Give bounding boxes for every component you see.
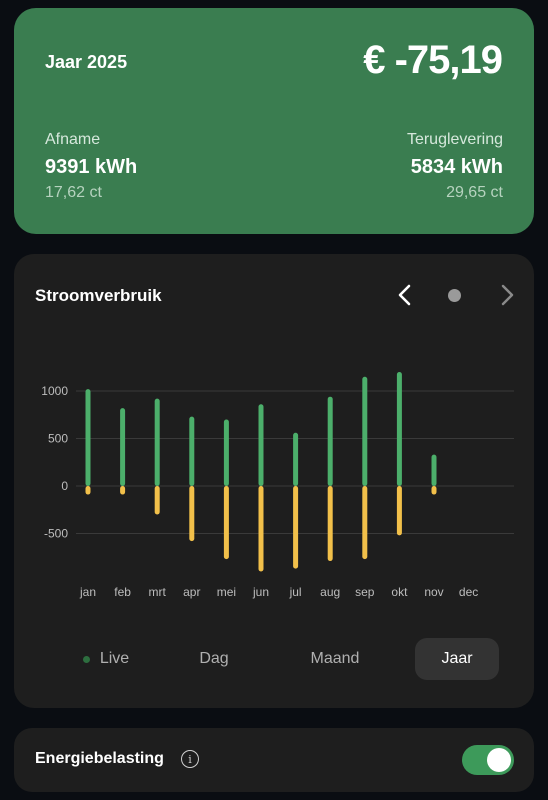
x-tick-label: feb: [114, 585, 131, 599]
y-tick-label: -500: [44, 527, 68, 541]
live-dot-icon: [82, 655, 90, 663]
x-tick-label: jan: [79, 585, 96, 599]
bar-afname-apr: [189, 416, 195, 486]
bar-teruglevering-jul: [293, 486, 299, 569]
bar-teruglevering-feb: [120, 486, 126, 495]
bar-teruglevering-jun: [258, 486, 264, 572]
info-icon[interactable]: i: [181, 750, 199, 768]
y-tick-label: 1000: [41, 384, 68, 398]
x-tick-label: nov: [424, 585, 443, 599]
energy-tax-label: Energiebelasting: [35, 750, 164, 767]
bar-teruglevering-nov: [431, 486, 437, 495]
afname-label: Afname: [45, 131, 101, 148]
bar-afname-jun: [258, 404, 264, 486]
teruglevering-price: 29,65 ct: [446, 184, 503, 201]
tab-dag[interactable]: Dag: [172, 638, 256, 680]
x-tick-label: dec: [459, 585, 478, 599]
tab-jaar-label: Jaar: [441, 650, 473, 667]
bar-chart: 1000 500 0 -500 jan feb mrt apr mei jun jul aug sep o…: [41, 372, 514, 599]
total-amount: € -75,19: [363, 38, 503, 82]
tab-live[interactable]: Live: [64, 638, 148, 680]
tab-maand-label: Maand: [310, 650, 360, 667]
x-tick-label: mrt: [149, 585, 167, 599]
x-tick-label: jun: [252, 585, 269, 599]
y-tick-label: 500: [48, 432, 68, 446]
bar-afname-feb: [120, 408, 126, 486]
teruglevering-label: Teruglevering: [406, 131, 503, 148]
bar-afname-jul: [293, 432, 299, 486]
teruglevering-value: 5834 kWh: [410, 156, 503, 178]
energy-tax-row: Energiebelasting i: [14, 728, 534, 792]
bar-teruglevering-mei: [223, 486, 229, 560]
afname-price: 17,62 ct: [45, 184, 102, 201]
bar-afname-nov: [431, 454, 437, 486]
toggle-knob: [487, 748, 511, 772]
tab-maand[interactable]: Maand: [293, 638, 377, 680]
tab-dag-label: Dag: [199, 650, 229, 667]
bar-teruglevering-okt: [396, 486, 402, 536]
afname-value: 9391 kWh: [45, 156, 138, 178]
x-tick-label: apr: [183, 585, 200, 599]
y-tick-label: 0: [61, 479, 68, 493]
bar-afname-jan: [85, 389, 91, 486]
bar-afname-aug: [327, 396, 333, 486]
energy-tax-toggle[interactable]: [462, 745, 514, 775]
bar-afname-sep: [362, 376, 368, 486]
tab-jaar[interactable]: Jaar: [415, 638, 499, 680]
bar-teruglevering-aug: [327, 486, 333, 562]
chart-title: Stroomverbruik: [35, 286, 162, 305]
bar-teruglevering-mrt: [154, 486, 160, 515]
chevron-right-icon[interactable]: [496, 282, 518, 308]
x-tick-label: sep: [355, 585, 375, 599]
bar-teruglevering-jan: [85, 486, 91, 495]
x-tick-label: mei: [217, 585, 236, 599]
year-summary-card: Jaar 2025 € -75,19 Afname 9391 kWh 17,62…: [14, 8, 534, 234]
bar-teruglevering-sep: [362, 486, 368, 560]
x-tick-label: okt: [391, 585, 408, 599]
chevron-left-icon[interactable]: [394, 282, 416, 308]
bar-teruglevering-apr: [189, 486, 195, 542]
year-title: Jaar 2025: [45, 52, 128, 72]
page-indicator-dot: [448, 289, 461, 302]
x-tick-label: aug: [320, 585, 340, 599]
bar-afname-mrt: [154, 398, 160, 486]
bar-afname-mei: [223, 419, 229, 486]
bar-afname-okt: [396, 372, 402, 486]
tab-live-label: Live: [99, 650, 130, 667]
period-selector: Live Dag Maand Jaar: [14, 638, 534, 682]
usage-chart-card: Stroomverbruik 1000 500 0 -500 jan feb mrt apr m…: [14, 254, 534, 708]
x-tick-label: jul: [289, 585, 302, 599]
